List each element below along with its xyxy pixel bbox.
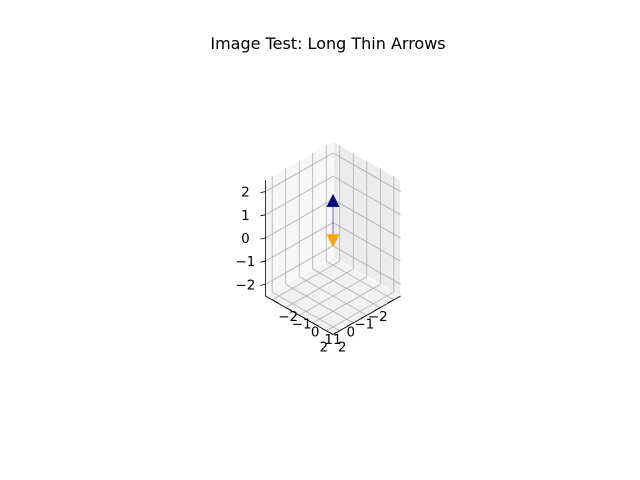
floor-grid-y bbox=[299, 276, 367, 316]
floor-grid-y bbox=[312, 284, 381, 324]
x-tick-mark bbox=[333, 330, 340, 335]
z-tick-mark bbox=[260, 260, 266, 263]
y-tick-mark bbox=[285, 307, 292, 311]
left-wall-grid-z bbox=[265, 245, 334, 285]
x-tick-label: 2 bbox=[320, 340, 329, 356]
x-tick-label: 0 bbox=[347, 324, 356, 340]
arrow-head-2 bbox=[326, 234, 340, 248]
y-tick-mark bbox=[272, 299, 279, 304]
floor-grid-y bbox=[285, 268, 354, 308]
x-tick-mark bbox=[360, 314, 367, 319]
y-tick-mark bbox=[312, 322, 319, 327]
z-tick-label: 0 bbox=[241, 231, 250, 247]
z-tick-label: 1 bbox=[241, 208, 250, 224]
left-wall-grid-z bbox=[265, 175, 334, 216]
z-tick-label: −1 bbox=[235, 254, 255, 270]
x-tick-mark bbox=[387, 299, 394, 304]
left-wall-grid-z bbox=[265, 152, 334, 192]
y-tick-mark bbox=[326, 330, 333, 335]
x-tick-label: 1 bbox=[333, 332, 342, 348]
tick-marks bbox=[260, 191, 394, 335]
z-tick-mark bbox=[260, 191, 266, 193]
y-tick-label: 1 bbox=[324, 332, 333, 348]
z-tick-mark bbox=[260, 214, 266, 217]
x-tick-mark bbox=[374, 307, 381, 311]
y-tick-label: −2 bbox=[278, 309, 298, 325]
y-tick-mark bbox=[299, 314, 306, 319]
left-wall-grid-z bbox=[265, 199, 334, 239]
z-tick-mark bbox=[260, 284, 266, 286]
right-wall-grid-z bbox=[332, 222, 401, 262]
z-tick-label: −2 bbox=[235, 277, 255, 293]
floor-grid-y bbox=[272, 260, 340, 301]
y-tick-label: 0 bbox=[311, 324, 320, 340]
z-tick-mark bbox=[260, 237, 266, 240]
grid-lines bbox=[265, 145, 401, 332]
left-wall-grid-z bbox=[265, 222, 334, 262]
right-wall-grid-z bbox=[332, 199, 401, 239]
right-wall-grid-z bbox=[332, 152, 401, 192]
quiver-arrows bbox=[326, 193, 340, 248]
x-tick-label: −1 bbox=[354, 317, 374, 333]
arrow-head-1 bbox=[326, 193, 340, 207]
chart-title: Image Test: Long Thin Arrows bbox=[210, 34, 445, 53]
x-tick-label: −2 bbox=[368, 309, 388, 325]
floor-grid-y bbox=[326, 291, 394, 332]
right-wall-grid-z bbox=[332, 245, 401, 285]
x-tick-mark bbox=[347, 322, 354, 327]
right-wall-grid-z bbox=[332, 175, 401, 216]
y-tick-label: 2 bbox=[338, 340, 347, 356]
y-tick-label: −1 bbox=[292, 317, 312, 333]
z-tick-label: 2 bbox=[241, 185, 250, 201]
